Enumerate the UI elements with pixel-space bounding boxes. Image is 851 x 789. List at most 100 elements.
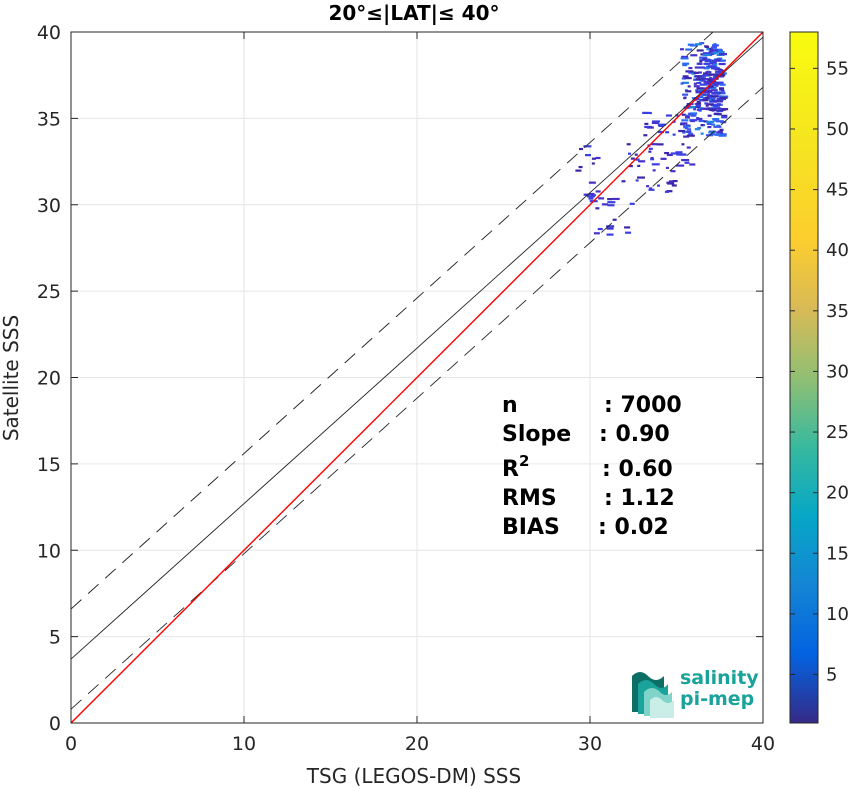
logo-line1: salinity [680,667,759,689]
density-cell [695,78,704,81]
density-cell [690,114,697,117]
density-cell [688,71,693,74]
density-cell [670,170,676,173]
density-cell [702,57,708,61]
density-cell [686,130,692,133]
colorbar-ticks: 5 10 15 20 25 30 35 40 45 50 55 [790,58,849,686]
chart-title: 20°≤|LAT|≤ 40° [328,1,499,25]
y-tick-label: 20 [37,368,61,390]
logo-waves-icon [632,672,674,718]
density-cell [658,124,664,127]
density-cell [635,158,640,161]
y-axis-label: Satellite SSS [0,315,23,441]
density-cell [711,133,716,136]
stat-value-r2: : 0.60 [602,457,673,482]
density-cell [668,180,674,183]
density-cell [612,218,617,221]
density-cell [689,44,698,47]
density-cell [593,232,600,235]
density-cell [711,106,718,109]
density-cell [671,184,677,187]
colorbar-tick-label: 10 [826,604,849,625]
density-cell [589,192,595,196]
fit-upper-dashed-line [71,32,714,610]
density-cell [711,99,715,102]
stat-value-n: : 7000 [604,393,682,418]
y-tick-label: 15 [37,454,61,476]
density-cell [635,179,639,182]
density-cell [718,87,724,90]
density-cell [625,231,632,234]
density-cell [660,157,667,160]
density-cell [706,122,712,125]
density-cell [682,62,690,65]
density-cell [644,122,649,126]
density-cell [588,181,596,184]
density-cell [648,150,652,153]
density-cell [595,190,601,193]
density-cell [686,146,691,149]
density-cell [710,51,719,54]
density-cell [649,187,653,190]
density-cell [698,109,702,112]
density-cell [695,91,701,94]
density-cell [621,180,626,183]
density-cell [695,104,701,107]
density-cell [650,156,654,160]
density-cell [694,128,700,131]
density-cell [707,65,716,68]
density-cell [712,118,720,121]
density-cell [643,134,648,137]
density-cell [706,93,710,96]
density-cell [666,153,673,157]
density-cell [705,67,709,70]
density-cell [627,152,631,155]
density-cell [597,227,603,231]
density-cell [698,79,702,82]
density-cell [652,120,661,123]
colorbar-tick-label: 25 [826,422,849,443]
stat-label-n: n [502,393,518,418]
stat-label-rms: RMS [502,486,557,511]
density-cell [685,90,692,93]
y-tick-label: 0 [49,713,61,735]
density-cell [656,184,660,187]
y-axis-ticks: 0 5 10 15 20 25 30 35 40 [37,22,763,735]
density-cell [710,108,717,112]
density-cell [675,151,683,154]
density-cell [719,83,726,86]
density-cell [718,62,726,66]
density-cell [702,90,709,93]
density-cell [651,163,660,166]
density-cell [705,104,709,107]
density-cell [717,92,726,95]
density-cell [718,69,722,73]
colorbar-tick-label: 15 [826,543,849,564]
density-cell [680,122,688,125]
density-cell [702,52,711,55]
stats-box: n : 7000 Slope : 0.90 R2 : 0.60 RMS : 1.… [502,393,682,540]
density-cell [707,85,714,88]
density-cell [697,71,702,74]
density-cell [636,176,645,179]
density-cell [678,129,686,133]
density-cell [682,93,689,96]
density-cell [716,97,721,101]
density-cell [672,179,678,183]
density-cell [713,125,722,128]
density-cell [651,143,658,146]
density-cell [711,44,719,47]
density-cell [696,81,702,85]
density-cell [716,51,725,54]
density-cell [711,92,720,95]
density-cell [699,56,708,59]
stat-label-r-sup: 2 [519,452,529,470]
stat-label-bias: BIAS [502,515,560,540]
density-cell [708,97,716,100]
density-cell [704,96,710,99]
density-cell [688,132,692,135]
density-cell [713,67,717,70]
density-cell [703,120,708,123]
density-cell [683,135,690,138]
